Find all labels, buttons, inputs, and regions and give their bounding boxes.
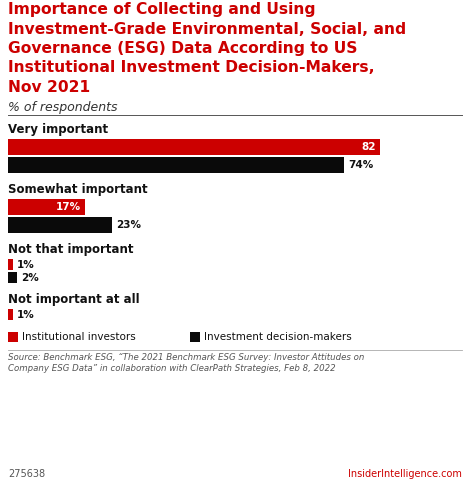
Text: 82: 82 — [362, 142, 376, 152]
Text: 275638: 275638 — [8, 468, 45, 478]
Bar — [8, 309, 13, 320]
Text: Somewhat important: Somewhat important — [8, 183, 148, 196]
Bar — [8, 157, 344, 173]
Text: Institutional investors: Institutional investors — [22, 332, 136, 342]
Text: 2%: 2% — [21, 272, 39, 283]
Bar — [8, 199, 85, 215]
Text: Nov 2021: Nov 2021 — [8, 80, 90, 95]
Text: Investment decision-makers: Investment decision-makers — [204, 332, 352, 342]
Text: Very important: Very important — [8, 123, 108, 136]
Bar — [8, 272, 17, 283]
Bar — [8, 139, 380, 155]
Text: Governance (ESG) Data According to US: Governance (ESG) Data According to US — [8, 41, 358, 56]
Text: 74%: 74% — [348, 160, 373, 170]
Text: Importance of Collecting and Using: Importance of Collecting and Using — [8, 2, 315, 17]
Text: Investment-Grade Environmental, Social, and: Investment-Grade Environmental, Social, … — [8, 21, 406, 36]
Text: 1%: 1% — [16, 259, 34, 270]
Bar — [8, 259, 13, 270]
Text: 23%: 23% — [117, 220, 141, 230]
Text: Not important at all: Not important at all — [8, 293, 140, 306]
Bar — [190, 332, 200, 342]
Text: 17%: 17% — [56, 202, 81, 212]
Text: Institutional Investment Decision-Makers,: Institutional Investment Decision-Makers… — [8, 60, 375, 76]
Text: Source: Benchmark ESG, “The 2021 Benchmark ESG Survey: Investor Attitudes on
Com: Source: Benchmark ESG, “The 2021 Benchma… — [8, 353, 364, 372]
Text: InsiderIntelligence.com: InsiderIntelligence.com — [348, 468, 462, 478]
Text: Not that important: Not that important — [8, 243, 133, 256]
Bar — [8, 332, 18, 342]
Bar — [8, 217, 112, 233]
Text: % of respondents: % of respondents — [8, 101, 117, 114]
Text: 1%: 1% — [16, 309, 34, 319]
